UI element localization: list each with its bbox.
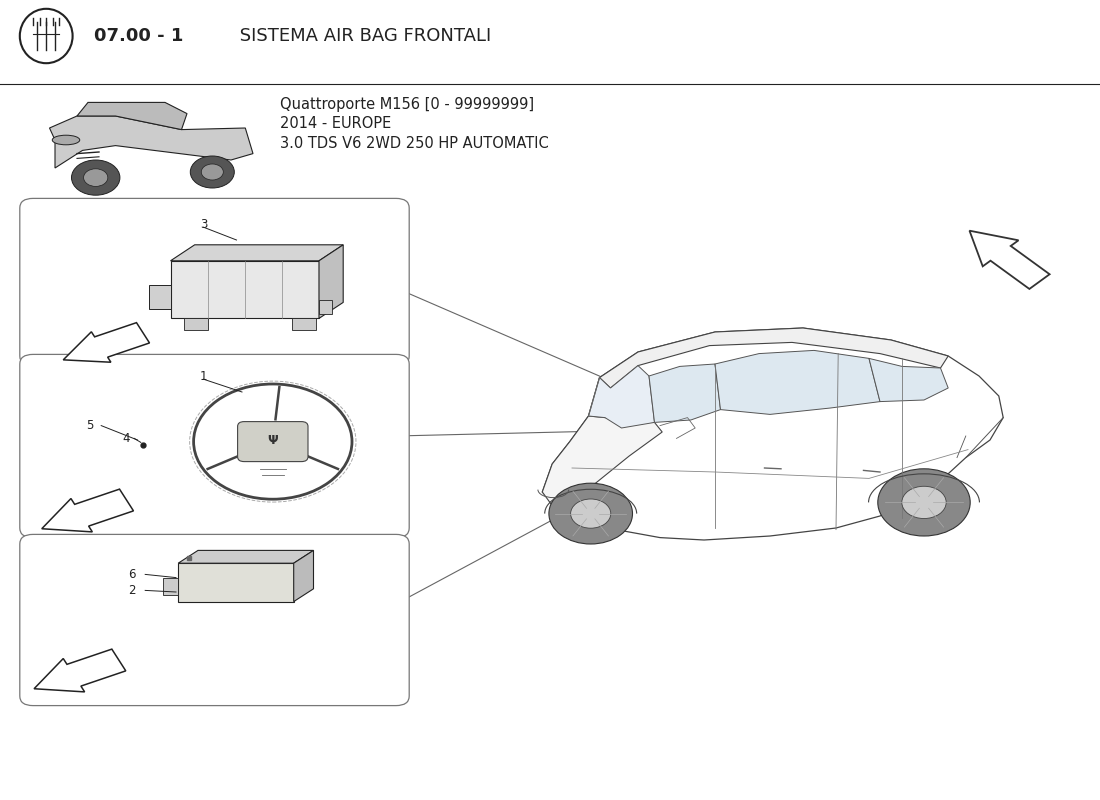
Polygon shape — [869, 358, 948, 402]
Bar — [148, 285, 170, 309]
Polygon shape — [969, 230, 1049, 289]
Polygon shape — [77, 102, 187, 130]
Polygon shape — [34, 649, 125, 692]
Text: Quattroporte M156 [0 - 99999999]: Quattroporte M156 [0 - 99999999] — [280, 97, 535, 111]
Circle shape — [190, 156, 234, 188]
Text: 1: 1 — [200, 370, 207, 382]
Bar — [292, 318, 316, 330]
Circle shape — [549, 483, 632, 544]
FancyBboxPatch shape — [238, 422, 308, 462]
Ellipse shape — [20, 9, 73, 63]
Text: 07.00 - 1: 07.00 - 1 — [94, 27, 183, 45]
Circle shape — [878, 469, 970, 536]
Polygon shape — [178, 550, 314, 563]
Polygon shape — [542, 328, 1003, 540]
Polygon shape — [649, 364, 720, 422]
FancyBboxPatch shape — [20, 198, 409, 366]
Text: 3: 3 — [200, 218, 207, 230]
Polygon shape — [600, 328, 948, 388]
Bar — [163, 578, 178, 595]
Text: SISTEMA AIR BAG FRONTALI: SISTEMA AIR BAG FRONTALI — [234, 27, 492, 45]
Text: 4: 4 — [123, 432, 130, 445]
Polygon shape — [294, 550, 313, 602]
Bar — [319, 300, 332, 314]
Text: Ψ: Ψ — [267, 434, 278, 446]
Circle shape — [902, 486, 946, 518]
Circle shape — [84, 169, 108, 186]
Circle shape — [201, 164, 223, 180]
Bar — [178, 563, 294, 602]
Polygon shape — [63, 322, 150, 362]
Polygon shape — [50, 116, 253, 168]
Bar — [170, 261, 319, 318]
Ellipse shape — [52, 135, 79, 145]
FancyBboxPatch shape — [20, 354, 409, 538]
Polygon shape — [42, 489, 133, 532]
Polygon shape — [542, 416, 662, 506]
FancyBboxPatch shape — [20, 534, 409, 706]
Text: 5: 5 — [87, 419, 94, 432]
Polygon shape — [319, 245, 343, 318]
Bar — [184, 318, 208, 330]
Text: 2: 2 — [129, 584, 135, 597]
Polygon shape — [170, 245, 343, 261]
Circle shape — [72, 160, 120, 195]
Text: 2014 - EUROPE: 2014 - EUROPE — [280, 117, 392, 131]
Text: 6: 6 — [129, 568, 135, 581]
Polygon shape — [715, 350, 880, 414]
Polygon shape — [588, 366, 654, 428]
Text: 3.0 TDS V6 2WD 250 HP AUTOMATIC: 3.0 TDS V6 2WD 250 HP AUTOMATIC — [280, 137, 549, 151]
Circle shape — [571, 499, 610, 528]
